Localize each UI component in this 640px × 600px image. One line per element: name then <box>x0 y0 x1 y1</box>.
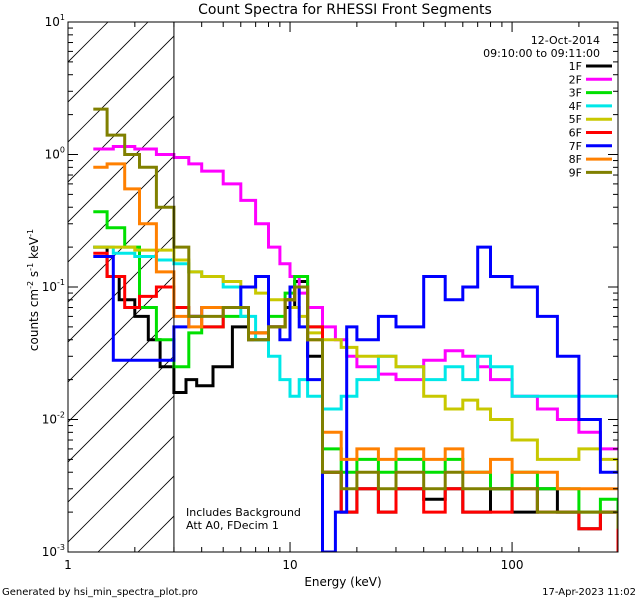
y-tick-label: 101 <box>45 13 65 29</box>
legend-label-2F: 2F <box>569 73 582 86</box>
series-line-2F <box>93 145 618 451</box>
x-tick-labels: 1 10 100 <box>64 558 523 572</box>
legend-label-4F: 4F <box>569 100 582 113</box>
hatch-line <box>68 195 174 303</box>
y-tick-label: 10-2 <box>42 411 65 427</box>
series-line-4F <box>93 245 618 411</box>
legend-label-6F: 6F <box>569 127 582 140</box>
series-line-9F <box>93 107 618 529</box>
legend-label-9F: 9F <box>569 166 582 179</box>
date-label: 12-Oct-2014 <box>531 34 600 47</box>
hatch-line <box>68 435 174 543</box>
y-axis-label: counts cm-2 s-1 keV-1 <box>26 229 41 351</box>
series-layer <box>93 107 618 552</box>
chart-title: Count Spectra for RHESSI Front Segments <box>198 2 492 18</box>
annotation-background: Includes Background <box>186 506 301 519</box>
legend-label-8F: 8F <box>569 153 582 166</box>
footer-generated-by: Generated by hsi_min_spectra_plot.pro <box>2 587 198 598</box>
time-range-label: 09:10:00 to 09:11:00 <box>483 47 600 60</box>
hatch-line <box>68 75 174 183</box>
footer-timestamp: 17-Apr-2023 11:02 <box>542 587 636 598</box>
hatch-line <box>68 235 174 343</box>
y-tick-label: 10-3 <box>42 543 65 559</box>
x-tick-label: 1 <box>64 558 72 572</box>
hatch-line <box>68 395 174 503</box>
legend-label-1F: 1F <box>569 60 582 73</box>
legend-label-5F: 5F <box>569 113 582 126</box>
annotation-attenuator: Att A0, FDecim 1 <box>186 519 279 532</box>
series-line-6F <box>93 251 618 552</box>
legend-label-7F: 7F <box>569 140 582 153</box>
y-tick-label: 10-1 <box>42 278 65 294</box>
x-tick-label: 10 <box>282 558 297 572</box>
legend-label-3F: 3F <box>569 87 582 100</box>
axis-ticks <box>67 21 619 553</box>
x-axis-label: Energy (keV) <box>304 575 381 589</box>
x-tick-label: 100 <box>501 558 524 572</box>
y-tick-label: 100 <box>45 146 65 162</box>
series-line-5F <box>93 245 618 473</box>
y-tick-labels: 10-3 10-2 10-1 100 101 <box>42 13 65 559</box>
